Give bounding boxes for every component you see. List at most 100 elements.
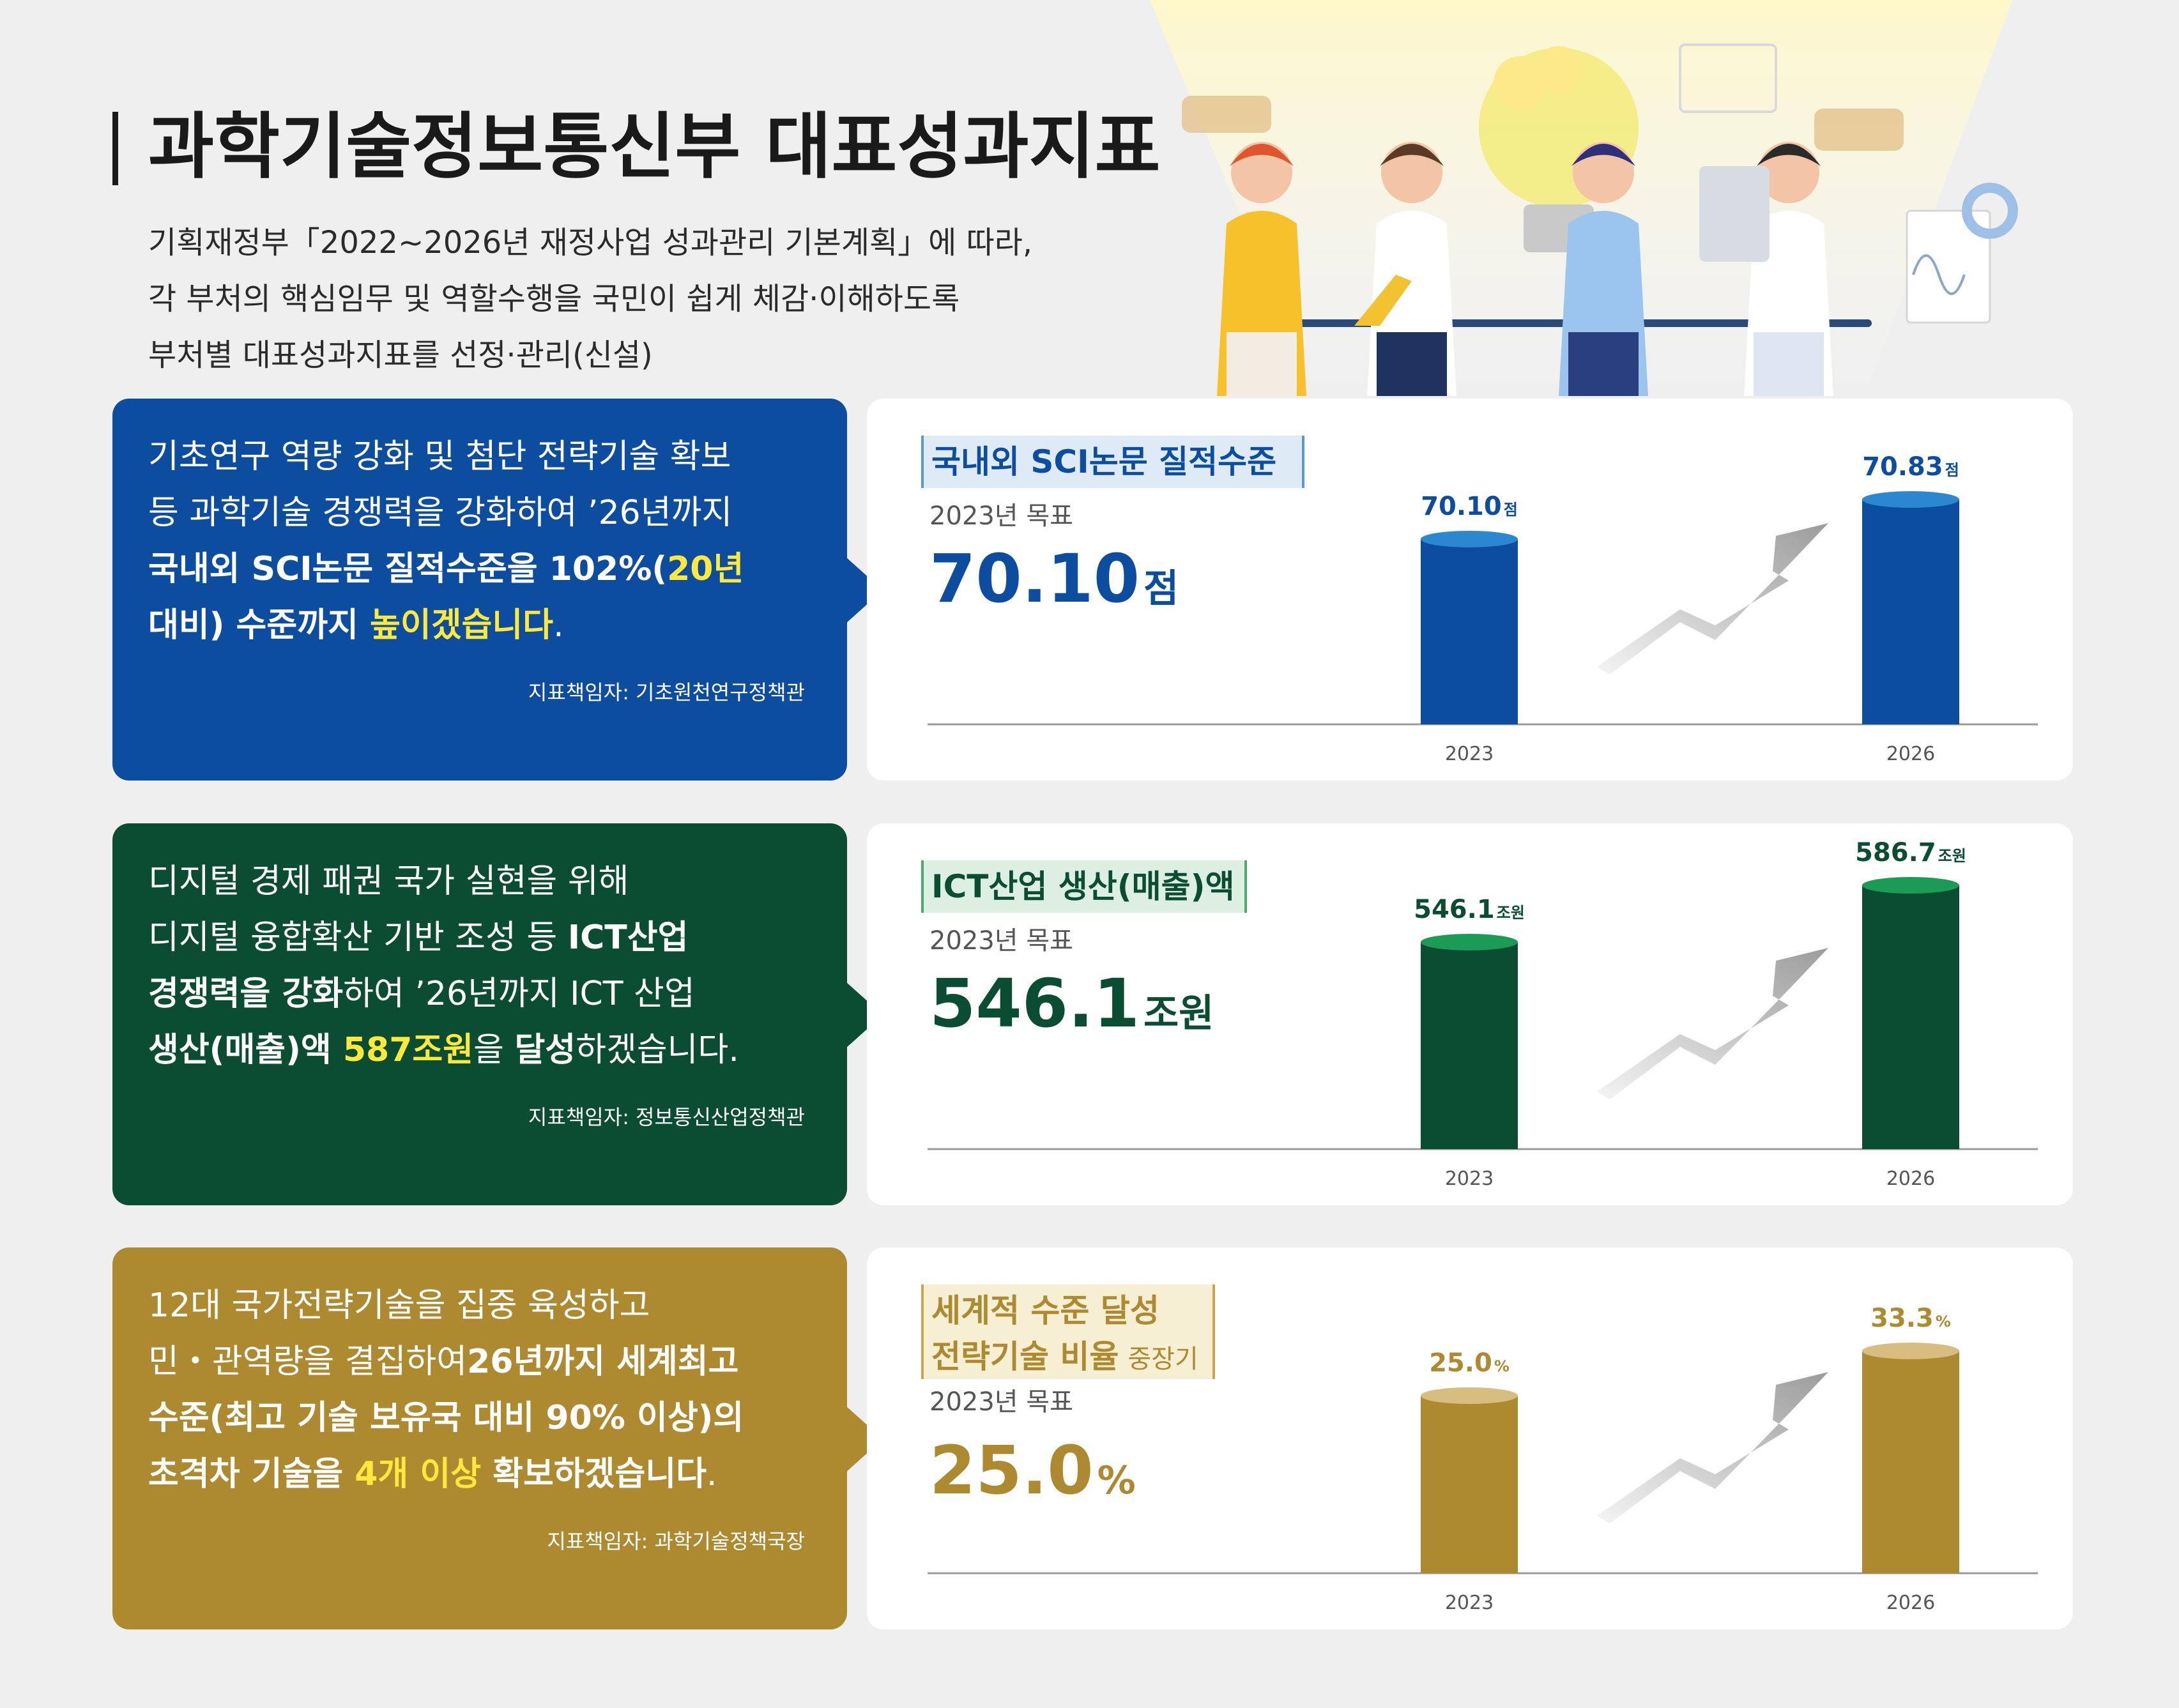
target-label: 2023년 목표 xyxy=(929,501,1073,531)
description-segment: 초격차 기술을 xyxy=(148,1455,355,1493)
puzzle-piece-icon xyxy=(1534,46,1583,95)
target-number: 25.0 xyxy=(929,1431,1094,1509)
chart-title: ICT산업 생산(매출)액 xyxy=(931,868,1235,905)
description-line: 디지털 융합확산 기반 조성 등 ICT산업 xyxy=(148,919,688,957)
chart-value-unit: 조원 xyxy=(1497,904,1525,922)
chart-title-bar xyxy=(1302,436,1304,488)
target-unit: 점 xyxy=(1143,567,1179,611)
chart-title: 국내외 SCI논문 질적수준 xyxy=(931,443,1276,480)
chart-title-highlight xyxy=(921,1285,1215,1379)
chart-value-label: 70.10 점 xyxy=(1421,492,1518,521)
description-segment: . xyxy=(707,1455,717,1493)
chart-bar-cap xyxy=(1862,491,1959,508)
chart-value-label: 25.0% xyxy=(1429,1348,1510,1378)
person-legs xyxy=(1568,332,1639,396)
description-segment: 587조원 xyxy=(343,1031,473,1069)
chart-value-unit: 점 xyxy=(1945,461,1959,479)
team-illustration xyxy=(1150,0,2018,396)
description-segment: 디지털 경제 패권 국가 실현을 위해 xyxy=(148,862,629,901)
chart-value-number: 70.10 xyxy=(1421,492,1502,521)
description-line: 디지털 경제 패권 국가 실현을 위해 xyxy=(148,862,629,901)
chart-title-suffix: 중장기 xyxy=(1128,1345,1198,1374)
description-line: 생산(매출)액 587조원을 달성하겠습니다. xyxy=(148,1031,739,1069)
description-line: 초격차 기술을 4개 이상 확보하겠습니다. xyxy=(148,1455,717,1493)
target-unit: 조원 xyxy=(1143,991,1214,1036)
person-hair xyxy=(1230,144,1294,166)
description-segment: 생산(매출)액 xyxy=(148,1031,343,1069)
indicator-manager: 지표책임자: 정보통신산업정책관 xyxy=(528,1105,805,1129)
chart-category-label: 2026 xyxy=(1886,1592,1935,1614)
target-label: 2023년 목표 xyxy=(929,1387,1073,1417)
target-value: 546.1 조원 xyxy=(929,965,1214,1042)
person-legs xyxy=(1227,332,1297,396)
chart-title: 전략기술 비율 중장기 xyxy=(931,1338,1198,1375)
chart-category-label: 2026 xyxy=(1886,743,1935,765)
chart-title-highlight xyxy=(921,436,1304,488)
indicator-manager: 지표책임자: 기초원천연구정책관 xyxy=(528,680,805,705)
intro-line: 부처별 대표성과지표를 선정·관리(신설) xyxy=(148,337,653,373)
card-pointer xyxy=(846,557,883,623)
chart-bar xyxy=(1421,539,1518,724)
person-legs xyxy=(1377,332,1447,396)
description-segment: 기초연구 역량 강화 및 첨단 전략기술 확보 xyxy=(148,438,731,476)
description-line: 등 과학기술 경쟁력을 강화하여 ’26년까지 xyxy=(148,494,732,532)
description-segment: 26년까지 세계최고 xyxy=(467,1343,738,1381)
chart-bar-cap xyxy=(1862,1343,1959,1359)
chart-title: 세계적 수준 달성 xyxy=(931,1292,1159,1329)
indicator-section: 기초연구 역량 강화 및 첨단 전략기술 확보등 과학기술 경쟁력을 강화하여 … xyxy=(112,399,2073,781)
page-title: 과학기술정보통신부 대표성과지표 xyxy=(148,105,1161,188)
indicator-sections: 기초연구 역량 강화 및 첨단 전략기술 확보등 과학기술 경쟁력을 강화하여 … xyxy=(112,399,2073,1629)
chart-title-text: 전략기술 비율 xyxy=(931,1338,1119,1375)
description-line: 대비) 수준까지 높이겠습니다. xyxy=(148,606,564,644)
chart-category-label: 2023 xyxy=(1445,1592,1494,1614)
chart-title-highlight xyxy=(921,860,1247,913)
chart-value-label: 546.1 조원 xyxy=(1414,895,1525,924)
indicator-manager: 지표책임자: 과학기술정책국장 xyxy=(547,1529,805,1553)
intro-line: 각 부처의 핵심임무 및 역할수행을 국민이 쉽게 체감·이해하도록 xyxy=(148,281,960,317)
description-segment: 20년 xyxy=(667,550,744,588)
chart-bar xyxy=(1862,499,1959,724)
description-segment: 디지털 융합확산 기반 조성 등 xyxy=(148,919,568,957)
chart-bar xyxy=(1421,1396,1518,1573)
description-segment: 하겠습니다. xyxy=(576,1031,739,1069)
clipboard-icon xyxy=(1699,166,1770,262)
chart-bar-cap xyxy=(1862,877,1959,894)
puzzle-piece-icon xyxy=(1494,56,1547,110)
description-line: 기초연구 역량 강화 및 첨단 전략기술 확보 xyxy=(148,438,731,476)
description-segment: . xyxy=(553,606,564,644)
description-segment: 대비) 수준까지 xyxy=(148,606,370,644)
person-legs xyxy=(1754,332,1824,396)
description-line: 수준(최고 기술 보유국 대비 90% 이상)의 xyxy=(148,1399,744,1437)
target-label: 2023년 목표 xyxy=(929,926,1073,956)
chart-bar-cap xyxy=(1421,531,1518,547)
target-number: 70.10 xyxy=(929,540,1140,618)
person-hair xyxy=(1757,144,1821,166)
chart-bar xyxy=(1862,885,1959,1149)
description-line: 12대 국가전략기술을 집중 육성하고 xyxy=(148,1286,650,1325)
description-line: 경쟁력을 강화하여 ’26년까지 ICT 산업 xyxy=(148,975,695,1013)
laptop-icon xyxy=(1354,275,1412,326)
target-value: 25.0% xyxy=(929,1431,1136,1509)
description-segment: 하여 ’26년까지 ICT 산업 xyxy=(343,975,695,1013)
chart-bar-cap xyxy=(1421,1387,1518,1404)
description-segment: 확보하겠습니다 xyxy=(481,1455,707,1493)
chat-bubble-icon xyxy=(1679,43,1777,113)
target-unit: % xyxy=(1097,1458,1136,1503)
growth-arrow-icon xyxy=(1597,948,1828,1099)
chart-value-unit: 조원 xyxy=(1938,847,1966,865)
capsule-icon xyxy=(1814,109,1904,151)
chart-title-text: ICT산업 생산(매출)액 xyxy=(931,868,1235,905)
card-pointer xyxy=(846,982,883,1048)
person-scientist xyxy=(1367,142,1456,396)
description-segment: 높이겠습니다 xyxy=(370,606,553,644)
chart-value-label: 33.3% xyxy=(1870,1304,1951,1333)
chart-value-unit: % xyxy=(1494,1357,1510,1375)
chart-title-bar xyxy=(921,860,924,913)
chart-bar xyxy=(1862,1351,1959,1573)
description-line: 국내외 SCI논문 질적수준을 102%(20년 xyxy=(148,550,744,588)
chart-title-bar xyxy=(1244,860,1247,913)
description-segment: 민・관역량을 결집하여 xyxy=(148,1343,467,1381)
indicator-card xyxy=(112,399,847,781)
